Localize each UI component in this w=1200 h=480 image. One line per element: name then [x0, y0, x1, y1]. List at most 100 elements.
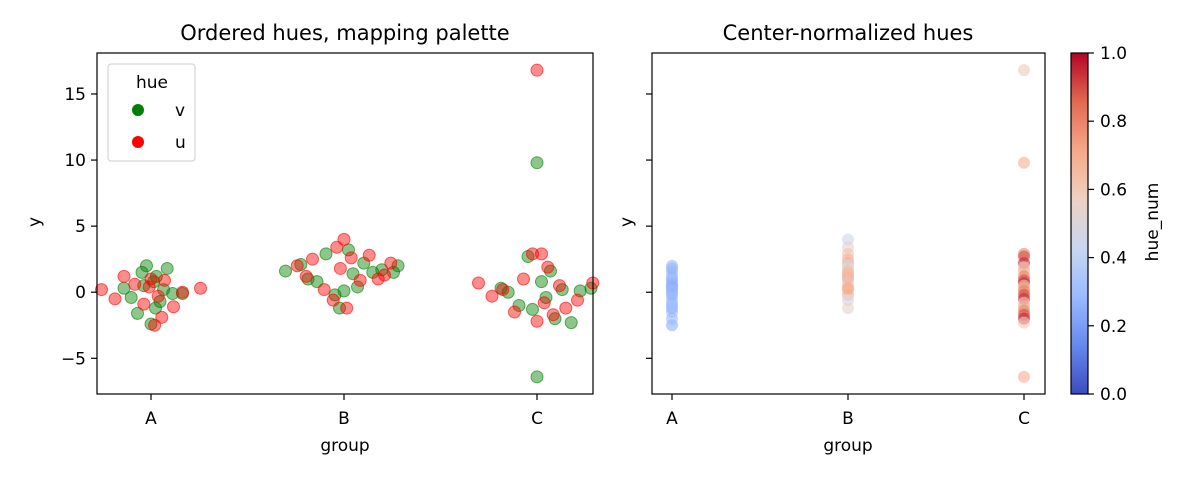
right-x-tick-label-b: B [842, 409, 854, 429]
point-v [337, 284, 351, 298]
point-u [290, 259, 304, 273]
right-axes-frame [651, 52, 1046, 395]
point-u [571, 293, 584, 307]
colorbar-tick-label: 1.0 [1100, 44, 1127, 64]
point-u [137, 297, 151, 311]
point-v [530, 156, 544, 170]
point-u [517, 272, 530, 286]
point-u [508, 305, 521, 319]
left-x-tick-label-b: B [338, 409, 350, 429]
point-u [496, 283, 510, 297]
legend-title: hue [136, 73, 168, 93]
point-u [299, 269, 313, 283]
point-c [1018, 316, 1030, 329]
point-u [317, 283, 331, 297]
right-x-axis-label: group [823, 436, 872, 456]
point-v [160, 261, 174, 275]
legend: hue v u [107, 63, 196, 162]
point-v [564, 316, 578, 330]
point-u [541, 260, 555, 274]
point-u [340, 301, 354, 315]
point-u [117, 269, 131, 283]
legend-marker-u [132, 136, 144, 148]
point-v [279, 264, 292, 278]
point-c [1018, 156, 1030, 169]
left-y-tick-label: −5 [61, 349, 86, 369]
point-u [485, 289, 499, 303]
point-u [546, 308, 560, 322]
legend-box [107, 63, 196, 162]
point-u [194, 281, 207, 295]
point-u [530, 63, 544, 77]
left-chart: Ordered hues, mapping palette −5 0 5 10 15 A… [25, 21, 600, 456]
point-c [1018, 64, 1030, 77]
left-y-tick-label: 0 [75, 283, 86, 303]
point-u [378, 268, 391, 282]
left-chart-title: Ordered hues, mapping palette [180, 21, 509, 45]
point-u [371, 272, 385, 286]
point-a [666, 299, 678, 312]
legend-marker-v [132, 104, 144, 116]
point-b [842, 302, 854, 315]
point-u [330, 240, 344, 254]
point-u [108, 292, 122, 306]
right-chart-title: Center-normalized hues [723, 21, 974, 45]
colorbar-tick-label: 0.2 [1100, 317, 1127, 337]
point-v [124, 291, 138, 305]
left-x-axis-label: group [320, 436, 369, 456]
left-y-axis-label: y [25, 217, 45, 227]
colorbar-tick-label: 0.4 [1100, 249, 1127, 269]
point-u [472, 276, 485, 290]
colorbar-tick-label: 0.8 [1100, 112, 1127, 132]
point-u [151, 289, 165, 303]
point-u [553, 279, 566, 293]
point-v [526, 302, 539, 316]
right-points [666, 64, 1030, 383]
point-u [142, 280, 156, 294]
right-x-axis: A B C [666, 394, 1030, 429]
point-v [351, 280, 364, 294]
point-u [362, 248, 376, 262]
point-c [1018, 370, 1030, 383]
point-u [144, 272, 158, 286]
colorbar-ticks: 0.0 0.2 0.4 0.6 0.8 1.0 [1088, 44, 1127, 405]
point-u [344, 251, 358, 265]
point-b [842, 282, 854, 295]
point-v [135, 265, 149, 279]
point-u [155, 310, 169, 324]
colorbar-tick-label: 0.6 [1100, 180, 1127, 200]
point-v [319, 247, 333, 261]
point-u [526, 247, 539, 261]
point-u [333, 261, 347, 275]
point-v [512, 298, 526, 312]
point-u [95, 283, 108, 297]
point-u [167, 300, 180, 314]
right-y-axis-label: y [617, 217, 637, 227]
point-v [166, 287, 180, 301]
point-u [537, 296, 551, 310]
point-u [326, 293, 340, 307]
point-b [842, 271, 854, 284]
legend-label-v: v [175, 101, 185, 121]
point-u [384, 256, 398, 270]
point-v [530, 370, 544, 384]
point-u [128, 277, 142, 291]
point-u [559, 301, 573, 315]
left-y-tick-label: 5 [75, 217, 86, 237]
right-x-tick-label-c: C [1018, 409, 1030, 429]
left-x-tick-label-c: C [531, 409, 543, 429]
left-points [95, 63, 600, 384]
point-v [140, 259, 153, 273]
point-v [131, 306, 144, 320]
colorbar-tick-label: 0.0 [1100, 385, 1127, 405]
left-y-axis: −5 0 5 10 15 [61, 85, 97, 369]
point-u [530, 314, 544, 328]
left-y-tick-label: 15 [64, 85, 86, 105]
legend-label-u: u [175, 133, 186, 153]
left-y-tick-label: 10 [64, 151, 86, 171]
colorbar-bar [1070, 52, 1089, 395]
point-u [353, 273, 367, 287]
point-a [666, 259, 678, 272]
point-u [158, 273, 171, 287]
